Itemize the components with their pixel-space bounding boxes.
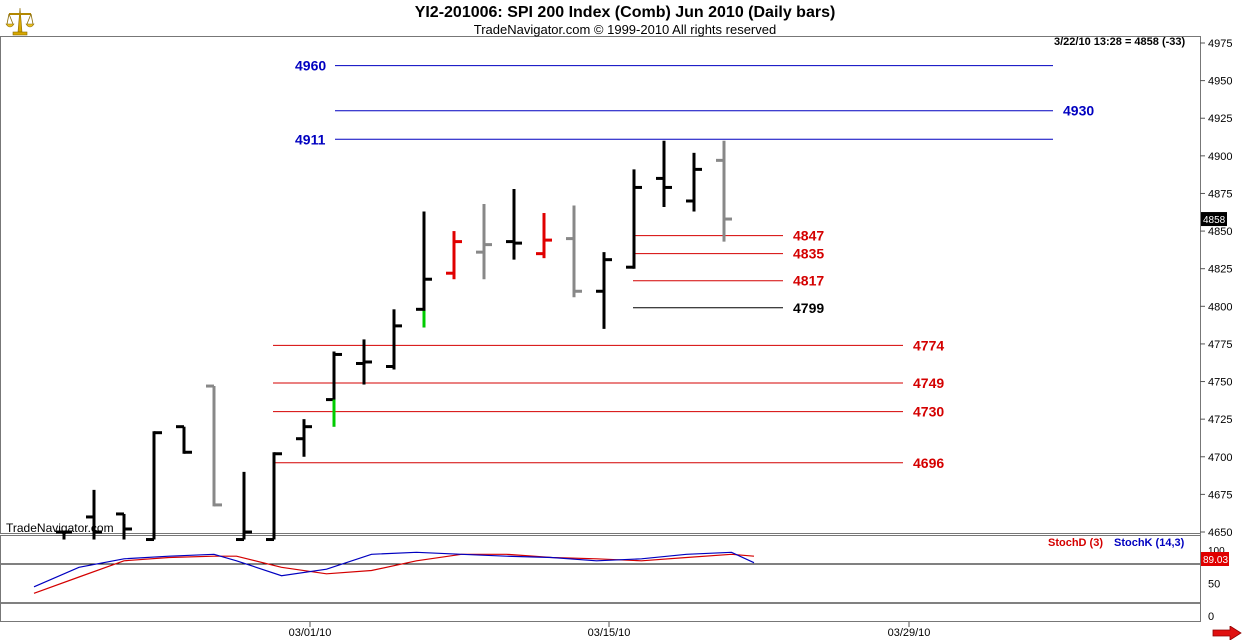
- stoch-k-legend: StochK (14,3): [1114, 537, 1185, 549]
- price-tick-label: 4800: [1208, 301, 1232, 313]
- stoch-tick-label: 0: [1208, 611, 1214, 623]
- price-tick-label: 4700: [1208, 452, 1232, 464]
- price-tick-label: 4900: [1208, 151, 1232, 163]
- price-panel-frame: [0, 36, 1201, 534]
- price-tick-label: 4875: [1208, 188, 1232, 200]
- stoch-line: [33, 551, 755, 588]
- last-price-label: 4858: [1203, 215, 1226, 226]
- copyright-subtitle: TradeNavigator.com © 1999-2010 All right…: [473, 22, 777, 37]
- stoch-top-tick-label: 100: [1208, 546, 1225, 557]
- stoch-line: [33, 553, 755, 594]
- stoch-value-label: 89.03: [1203, 555, 1228, 566]
- stoch-value-box: [1201, 552, 1229, 566]
- level-label: 4730: [913, 404, 944, 420]
- last-quote-readout: 3/22/10 13:28 = 4858 (-33): [1054, 36, 1186, 48]
- level-label: 4817: [793, 273, 824, 289]
- price-bars: [56, 140, 732, 542]
- level-label: 4749: [913, 375, 944, 391]
- level-label: 4774: [913, 337, 944, 353]
- price-tick-label: 4825: [1208, 264, 1232, 276]
- stoch-panel-frame: [0, 535, 1201, 622]
- price-tick-label: 4650: [1208, 527, 1232, 539]
- price-levels: 4960 4930 4911 4847 4835 4817 4799 4774 4749 4730…: [273, 58, 1094, 471]
- price-tick-label: 4950: [1208, 76, 1232, 88]
- scales-logo-icon: [5, 7, 35, 36]
- level-label: 4930: [1063, 103, 1094, 119]
- price-tick-label: 4725: [1208, 414, 1232, 426]
- date-tick-label: 03/29/10: [888, 627, 931, 639]
- price-tick-label: 4775: [1208, 339, 1232, 351]
- level-label: 4799: [793, 300, 824, 316]
- chart-title: YI2-201006: SPI 200 Index (Comb) Jun 201…: [414, 4, 836, 21]
- price-tick-label: 4750: [1208, 377, 1232, 389]
- price-tick-label: 4975: [1208, 38, 1232, 50]
- price-tick-label: 4850: [1208, 226, 1232, 238]
- stoch-d-legend: StochD (3): [1048, 537, 1103, 549]
- level-label: 4696: [913, 455, 944, 471]
- level-label: 4911: [295, 131, 326, 147]
- watermark: TradeNavigator.com: [6, 521, 114, 535]
- price-tick-label: 4675: [1208, 489, 1232, 501]
- stoch-tick-label: 50: [1208, 579, 1220, 591]
- last-price-box: [1201, 212, 1227, 227]
- date-tick-label: 03/01/10: [289, 627, 332, 639]
- price-tick-label: 4925: [1208, 113, 1232, 125]
- date-tick-label: 03/15/10: [588, 627, 631, 639]
- date-axis: 03/01/10 03/15/10 03/29/10: [289, 622, 931, 639]
- level-label: 4960: [295, 58, 326, 74]
- level-label: 4835: [793, 246, 824, 262]
- price-axis: 4650 4675 4700 4725 4750 4775 4800 4825 4850 4875…: [1200, 38, 1232, 539]
- level-label: 4847: [793, 228, 824, 244]
- scroll-right-arrow-icon[interactable]: [1212, 626, 1242, 640]
